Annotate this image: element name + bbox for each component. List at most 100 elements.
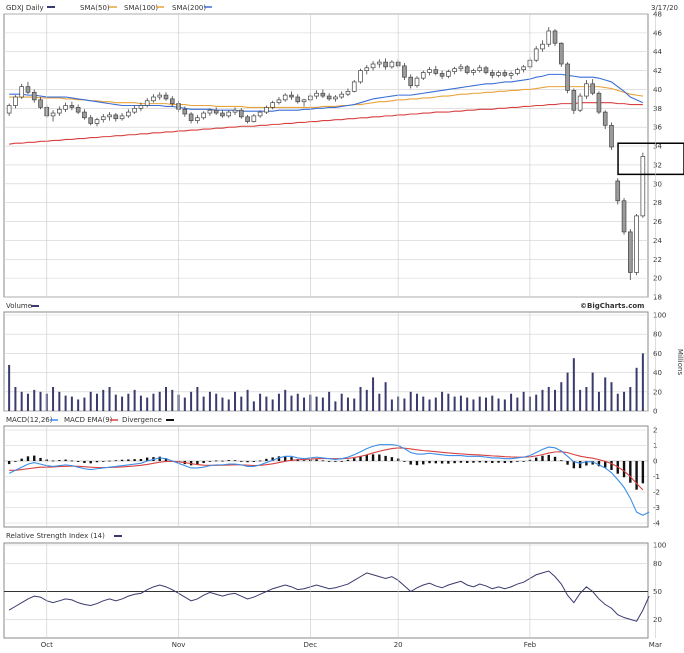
volume-bar: [434, 397, 437, 411]
rsi-tick-label: 80: [653, 560, 662, 568]
macd-y-axis: -4-3-2-1012: [653, 427, 661, 528]
moving-average-lines: [9, 73, 644, 145]
candle-body: [326, 95, 332, 100]
divergence-bar: [208, 461, 212, 462]
divergence-bar: [484, 461, 488, 463]
volume-bar: [296, 393, 299, 411]
candle-body: [408, 76, 414, 87]
candle-body: [220, 112, 225, 117]
divergence-bar: [346, 459, 350, 461]
volume-bar: [497, 398, 500, 411]
divergence-bar: [321, 460, 325, 462]
candle-body: [364, 67, 370, 71]
candle-body: [289, 94, 294, 98]
divergence-bar: [89, 461, 92, 464]
divergence-bar: [434, 461, 438, 464]
candle-body: [628, 231, 633, 273]
volume-bar: [33, 389, 36, 411]
candle-body: [521, 66, 526, 71]
rsi-series-line: [8, 570, 650, 622]
candle-body: [226, 111, 232, 117]
volume-bar: [77, 399, 80, 411]
divergence-bar: [497, 461, 500, 463]
rsi-grid: [4, 544, 648, 620]
volume-bar: [466, 397, 469, 411]
volume-bar: [641, 353, 644, 411]
divergence-bar: [252, 461, 256, 462]
divergence-bar: [403, 461, 406, 462]
volume-bar: [604, 377, 607, 411]
volume-bar: [39, 391, 42, 411]
volume-bar: [70, 396, 73, 411]
divergence-bar: [7, 461, 11, 465]
divergence-bar: [604, 461, 607, 468]
volume-bar: [560, 382, 563, 411]
volume-unit-label: Millions: [676, 349, 684, 376]
divergence-bar: [95, 461, 99, 463]
divergence-bar: [585, 461, 588, 466]
volume-bar: [478, 396, 481, 411]
macd-tick-label: -2: [653, 489, 660, 497]
divergence-bar: [327, 461, 331, 462]
volume-bar: [321, 397, 324, 411]
volume-bar: [447, 393, 450, 411]
divergence-bar: [240, 461, 243, 462]
x-tick-label: Feb: [524, 641, 537, 649]
candle-body: [402, 65, 407, 78]
volume-bar: [572, 358, 575, 411]
divergence-title: Divergence: [122, 416, 162, 424]
rsi-panel-frame: [3, 542, 649, 639]
divergence-bar: [447, 461, 450, 464]
volume-bar: [522, 391, 525, 411]
volume-bar: [259, 393, 262, 411]
candle-body: [502, 72, 508, 76]
divergence-bar: [164, 458, 168, 461]
price-tick-label: 32: [653, 161, 662, 169]
x-tick-label: Dec: [304, 641, 318, 649]
divergence-bar: [371, 454, 375, 461]
divergence-bar: [51, 460, 55, 462]
volume-bar: [472, 399, 475, 411]
candle-body: [301, 99, 307, 103]
volume-bar: [58, 391, 61, 411]
volume-bar: [384, 382, 387, 411]
candle-body: [38, 99, 43, 108]
divergence-bar: [453, 461, 456, 464]
macd-ema-title: MACD EMA(9): [64, 416, 113, 424]
candle-body: [57, 108, 62, 114]
divergence-bar: [290, 457, 293, 461]
divergence-bar: [566, 461, 569, 465]
candle-body: [195, 117, 200, 121]
volume-bar: [340, 393, 343, 411]
candle-body: [339, 93, 344, 98]
candle-body: [540, 43, 545, 50]
divergence-bar: [422, 461, 425, 465]
volume-bar: [566, 372, 569, 411]
volume-bar: [265, 396, 268, 411]
divergence-bar: [415, 461, 419, 466]
divergence-bar: [409, 461, 412, 465]
volume-y-axis: 0 20 40 60 80 100: [653, 312, 666, 416]
candle-body: [546, 30, 552, 45]
volume-bar: [616, 393, 619, 411]
candle-body: [345, 91, 351, 95]
volume-tick-label: 80: [653, 331, 662, 339]
divergence-bar: [384, 455, 387, 461]
volume-bar: [378, 393, 381, 411]
candle-body: [276, 99, 282, 104]
candle-body: [333, 96, 338, 100]
price-y-axis: 18 20 22 24 26 28 30 32 34 36 38 40 42 44 46 48: [653, 11, 662, 302]
volume-bar: [121, 396, 124, 411]
candle-body: [433, 69, 439, 74]
candle-body: [151, 96, 156, 102]
volume-bar: [221, 397, 224, 411]
candle-body: [295, 96, 301, 103]
rsi-line: [8, 570, 650, 622]
price-tick-label: 26: [653, 218, 662, 226]
volume-bar: [585, 387, 588, 411]
x-axis: Oct Nov Dec 20 Feb Mar: [41, 14, 662, 649]
volume-bar: [208, 391, 211, 411]
candle-body: [257, 111, 263, 117]
candle-body: [584, 83, 589, 97]
divergence-bar: [622, 461, 626, 478]
